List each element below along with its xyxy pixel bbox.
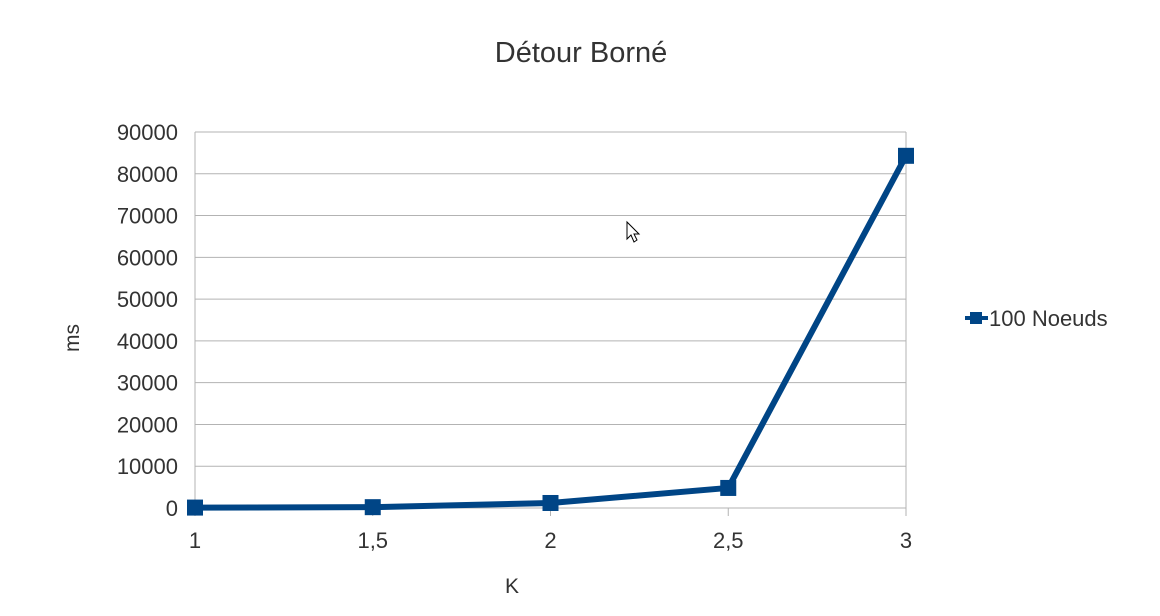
y-axis-ticks: 0 10000 20000 30000 40000 50000 60000 70000 8000… xyxy=(117,120,178,521)
data-point xyxy=(364,499,381,516)
x-tick-label: 1 xyxy=(189,528,201,553)
y-tick-label: 50000 xyxy=(117,287,178,312)
x-axis-label: K xyxy=(505,575,519,598)
y-axis-label: ms xyxy=(61,324,84,352)
y-tick-label: 20000 xyxy=(117,412,178,437)
y-tick-label: 40000 xyxy=(117,329,178,354)
y-tick-label: 10000 xyxy=(117,454,178,479)
mouse-cursor-icon xyxy=(626,220,641,243)
y-tick-label: 70000 xyxy=(117,204,178,229)
series-plot xyxy=(187,147,914,516)
x-tick-label: 2 xyxy=(544,528,556,553)
chart-title: Détour Borné xyxy=(495,37,668,69)
y-tick-label: 0 xyxy=(166,496,178,521)
x-tick-label: 1,5 xyxy=(357,528,388,553)
y-tick-label: 30000 xyxy=(117,371,178,396)
y-tick-label: 90000 xyxy=(117,120,178,145)
x-tick-label: 3 xyxy=(900,528,912,553)
data-point xyxy=(898,147,914,164)
legend-marker xyxy=(970,312,982,324)
y-tick-label: 60000 xyxy=(117,245,178,270)
data-point xyxy=(187,499,203,516)
legend: 100 Noeuds xyxy=(965,306,1108,331)
legend-label: 100 Noeuds xyxy=(989,306,1108,331)
data-point xyxy=(720,479,737,496)
gridlines xyxy=(194,131,907,509)
x-axis-ticks: 1 1,5 2 2,5 3 xyxy=(189,508,912,553)
x-tick-label: 2,5 xyxy=(713,528,744,553)
data-point xyxy=(542,494,559,511)
y-tick-label: 80000 xyxy=(117,162,178,187)
series-line xyxy=(192,152,909,511)
